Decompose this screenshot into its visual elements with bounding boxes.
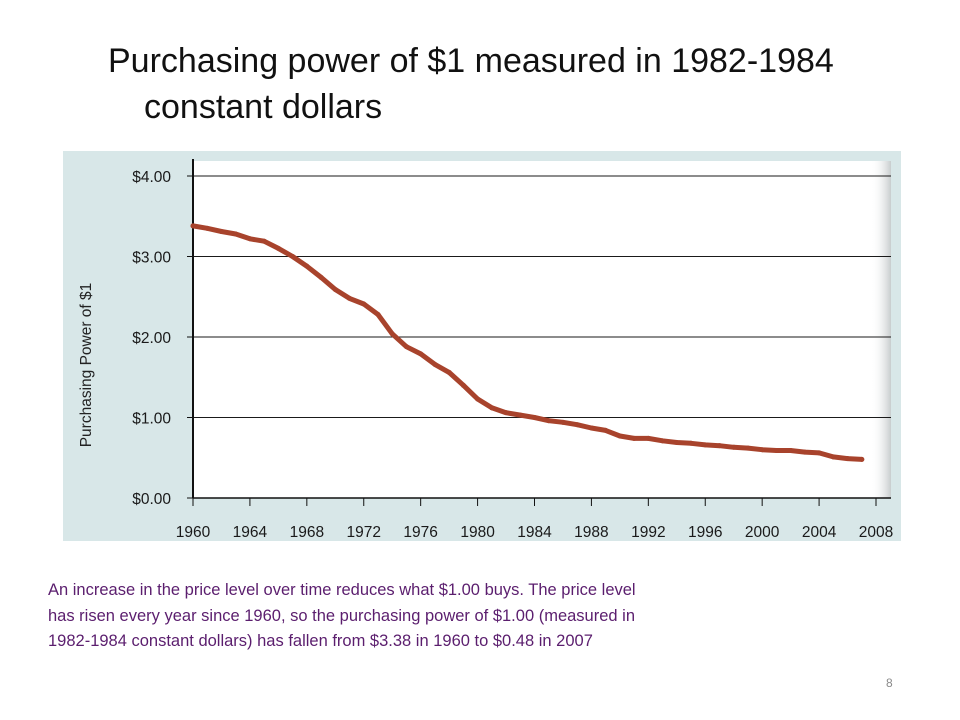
y-tick-label: $4.00	[132, 169, 171, 186]
tick-labels: $0.00 $1.00 $2.00 $3.00 $4.00 1960 1964 1968 197…	[132, 169, 893, 541]
axes	[187, 159, 891, 506]
x-tick-label: 1992	[631, 524, 665, 541]
x-tick-label: 1960	[176, 524, 211, 541]
data-point	[645, 435, 651, 441]
data-point	[660, 438, 666, 444]
caption-line-3: 1982-1984 constant dollars) has fallen f…	[48, 632, 593, 650]
data-point	[304, 263, 310, 269]
data-point	[816, 450, 822, 456]
chart-caption: An increase in the price level over time…	[48, 578, 848, 655]
x-tick-label: 2000	[745, 524, 780, 541]
data-point	[546, 418, 552, 424]
data-point	[389, 331, 395, 337]
x-tick-label: 1976	[403, 524, 437, 541]
data-point	[418, 351, 424, 357]
data-point	[503, 410, 509, 416]
data-point	[560, 419, 566, 425]
data-point	[475, 396, 481, 402]
y-tick-label: $3.00	[132, 250, 171, 267]
data-point	[204, 225, 210, 231]
plot-area	[193, 161, 891, 498]
series-layer	[190, 223, 865, 462]
x-tick-label: 1968	[290, 524, 324, 541]
data-point	[261, 238, 267, 244]
x-tick-label: 2008	[859, 524, 893, 541]
purchasing-power-chart: $0.00 $1.00 $2.00 $3.00 $4.00 1960 1964 1968 197…	[63, 151, 901, 541]
data-point	[859, 456, 865, 462]
data-point	[716, 443, 722, 449]
data-point	[432, 361, 438, 367]
slide-title-line-1: Purchasing power of $1 measured in 1982-…	[108, 42, 834, 80]
caption-line-1: An increase in the price level over time…	[48, 581, 636, 599]
data-point	[617, 433, 623, 439]
slide-title: Purchasing power of $1 measured in 1982-…	[108, 38, 948, 130]
data-point	[532, 415, 537, 420]
data-point	[745, 445, 751, 451]
plot-edge-shading	[871, 161, 891, 498]
y-tick-label: $2.00	[132, 330, 171, 347]
data-point	[247, 236, 253, 242]
chart-container: $0.00 $1.00 $2.00 $3.00 $4.00 1960 1964 1968 197…	[63, 151, 901, 541]
y-axis-label: Purchasing Power of $1	[78, 283, 95, 448]
data-point	[688, 440, 694, 446]
data-point	[403, 344, 409, 350]
data-point	[788, 448, 794, 454]
data-point	[773, 448, 779, 454]
data-point	[517, 412, 523, 418]
data-point	[674, 439, 680, 445]
data-point	[802, 449, 808, 455]
data-point	[190, 223, 196, 229]
y-tick-label: $1.00	[132, 411, 171, 428]
data-point	[375, 311, 381, 317]
x-tick-label: 1980	[460, 524, 495, 541]
x-tick-label: 1988	[574, 524, 608, 541]
data-point	[218, 229, 224, 235]
data-point	[460, 382, 466, 388]
x-tick-label: 1964	[233, 524, 268, 541]
x-tick-label: 1972	[347, 524, 381, 541]
data-point	[290, 254, 296, 259]
data-point	[603, 427, 609, 433]
data-point	[702, 442, 708, 448]
data-point	[588, 425, 594, 431]
data-point	[830, 454, 836, 460]
data-point	[318, 274, 324, 280]
data-point	[759, 447, 765, 453]
data-point	[631, 435, 637, 441]
slide-title-line-2: constant dollars	[144, 88, 383, 126]
data-point	[361, 301, 367, 307]
data-point	[489, 405, 495, 411]
data-point	[275, 245, 281, 251]
page-number: 8	[886, 676, 893, 690]
data-point	[233, 231, 239, 237]
x-tick-label: 1996	[688, 524, 722, 541]
data-point	[574, 422, 580, 428]
data-point	[347, 295, 353, 301]
caption-line-2: has risen every year since 1960, so the …	[48, 606, 635, 625]
x-tick-label: 1984	[517, 524, 552, 541]
data-point	[332, 287, 338, 293]
data-point	[845, 456, 851, 462]
y-tick-label: $0.00	[132, 491, 171, 508]
data-point	[446, 369, 452, 375]
x-tick-label: 2004	[802, 524, 837, 541]
data-point	[731, 444, 737, 450]
